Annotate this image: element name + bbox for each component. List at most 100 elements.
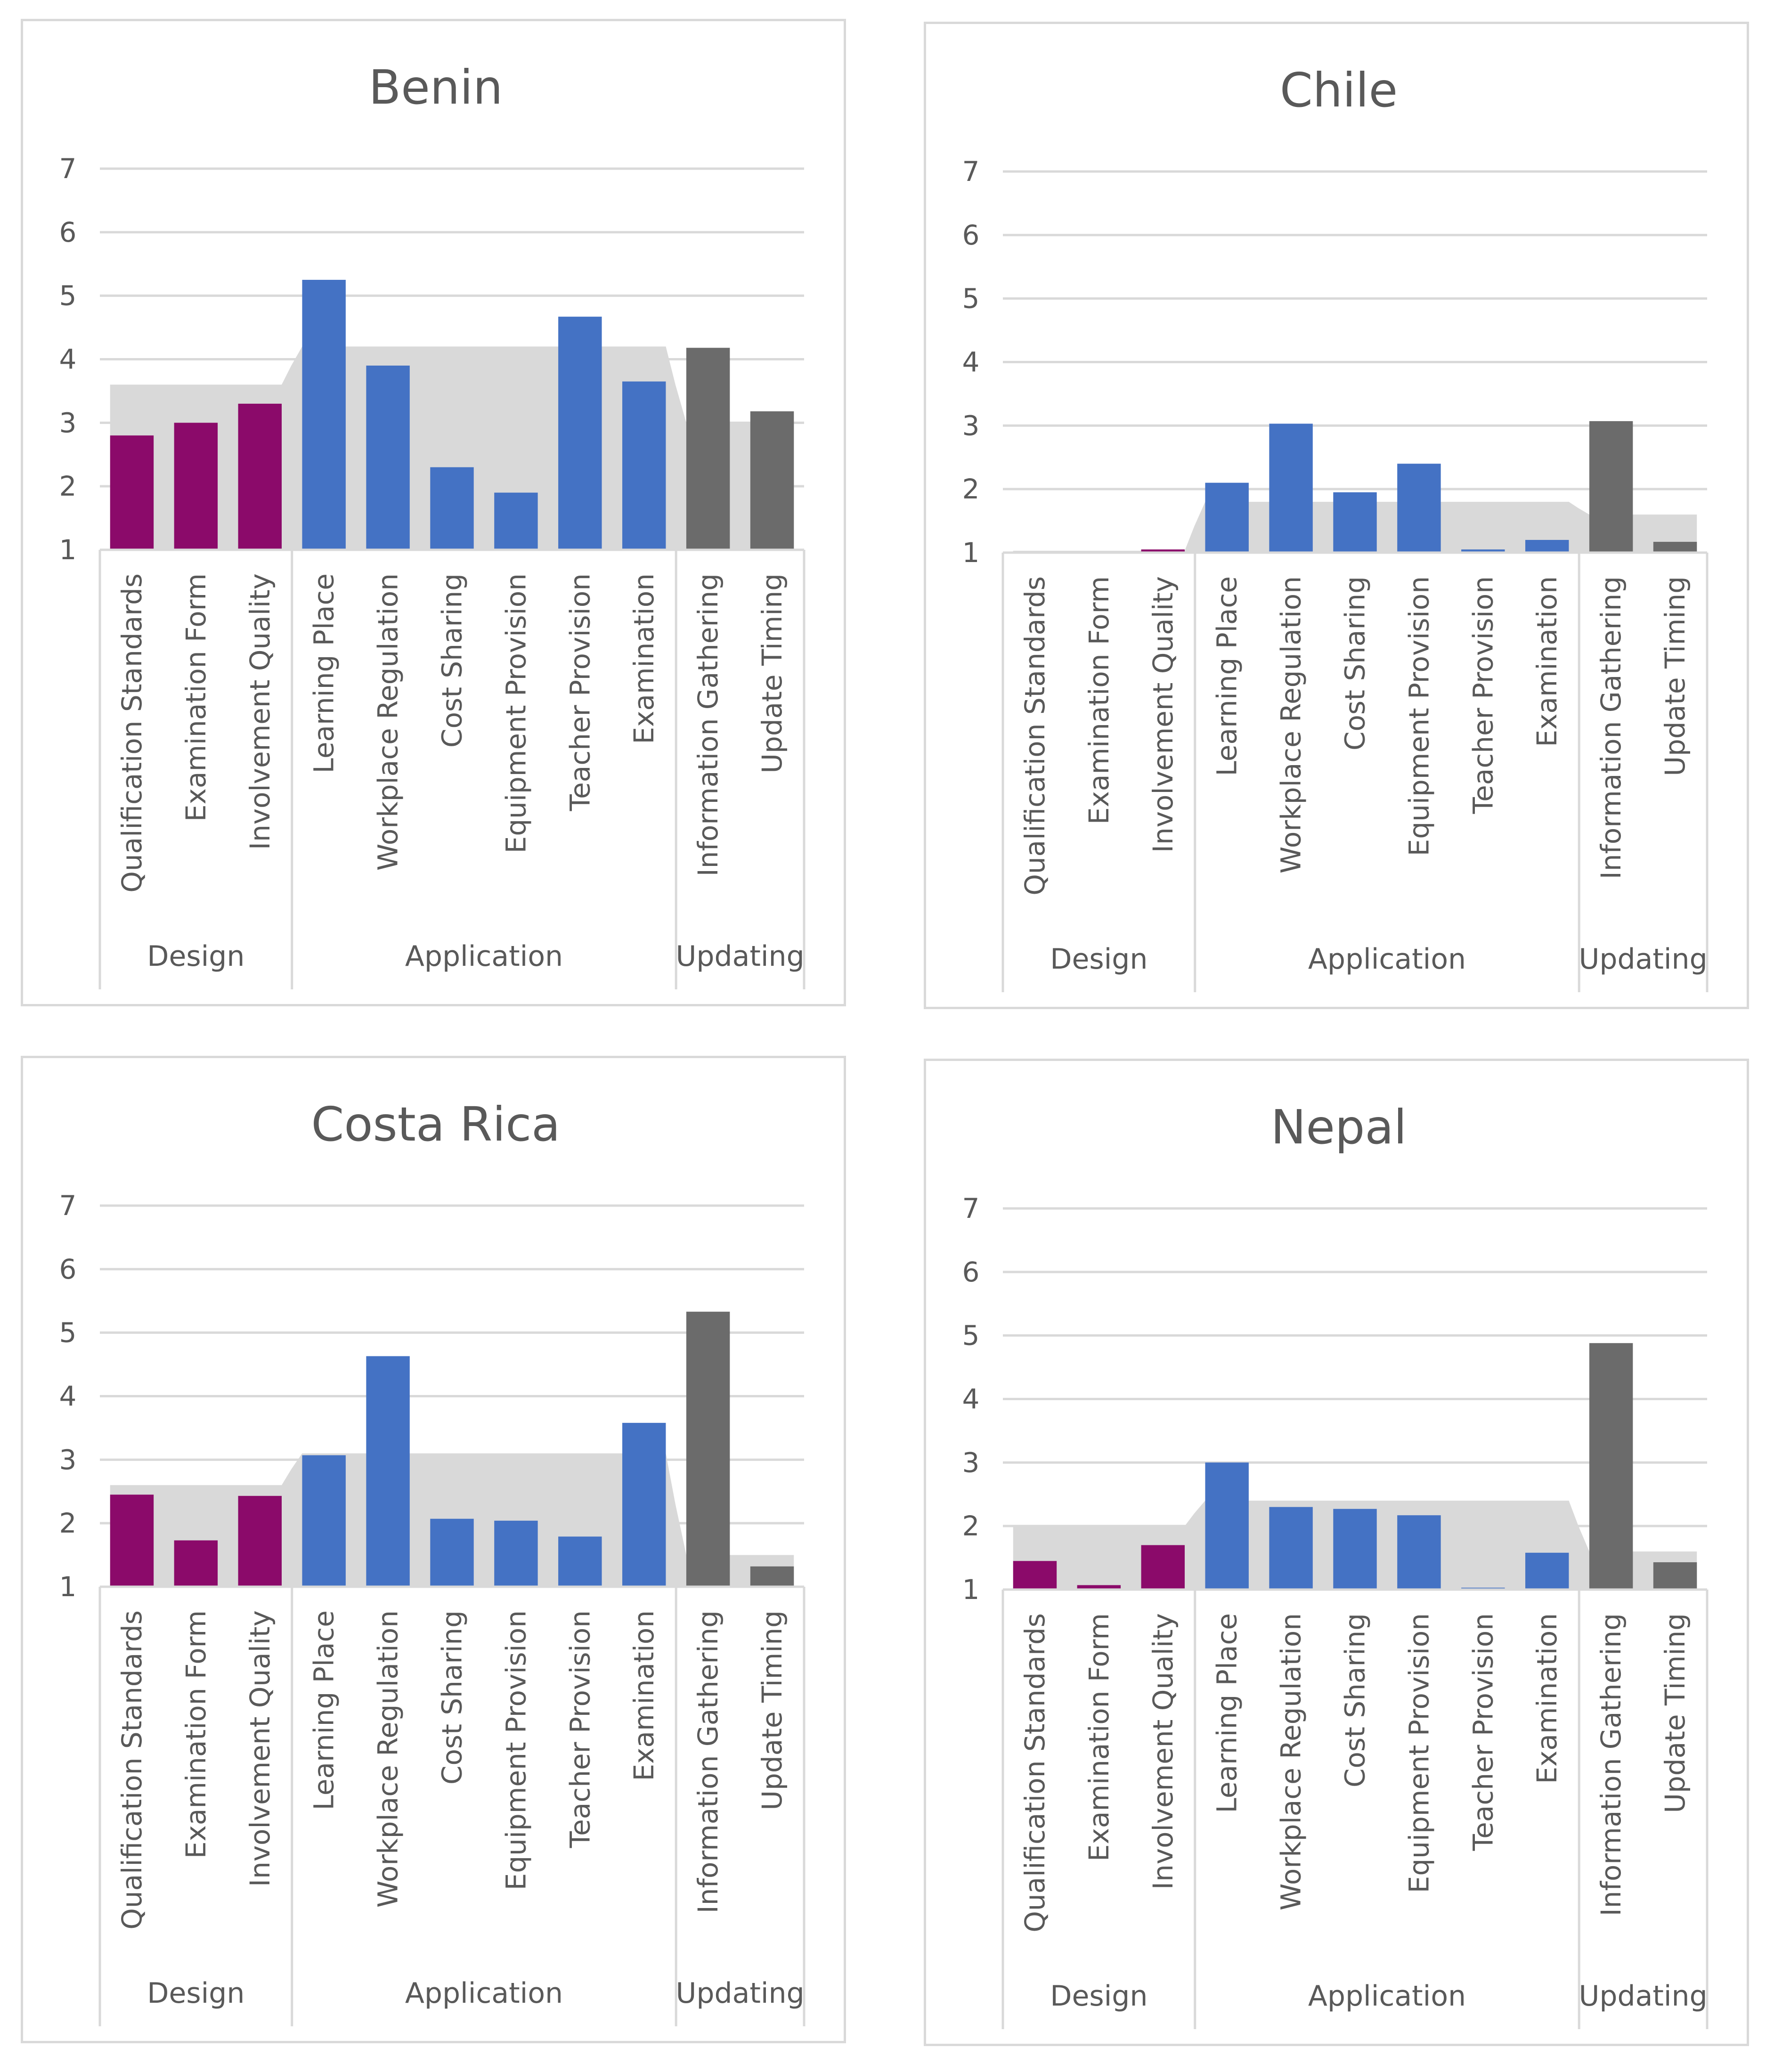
group-label-application: Application	[1308, 1980, 1466, 2013]
category-label: Equipment Provision	[500, 1610, 532, 1890]
y-tick-label: 2	[59, 470, 77, 502]
bar-qualification-standards	[110, 1494, 154, 1587]
y-tick-label: 4	[962, 1383, 980, 1415]
group-label-application: Application	[405, 1977, 563, 2010]
y-tick-label: 4	[59, 1380, 77, 1412]
category-label: Involvement Quality	[1147, 1613, 1179, 1890]
chart-title: Costa Rica	[311, 1097, 561, 1152]
category-label: Cost Sharing	[1339, 1613, 1371, 1787]
category-label: Equipment Provision	[500, 573, 532, 853]
bar-learning-place	[1205, 482, 1249, 553]
category-label: Information Gathering	[1595, 576, 1627, 879]
bar-update-timing	[1653, 1562, 1697, 1590]
category-label: Teacher Provision	[564, 573, 596, 811]
category-label: Examination	[1531, 1613, 1563, 1784]
category-label: Qualification Standards	[116, 1610, 148, 1930]
bar-examination	[622, 381, 666, 550]
bar-equipment-provision	[1397, 1515, 1441, 1590]
y-tick-label: 7	[59, 153, 77, 185]
y-tick-label: 6	[962, 1256, 980, 1288]
group-label-updating: Updating	[1579, 1980, 1708, 2013]
category-label: Examination Form	[1083, 576, 1115, 824]
y-tick-label: 7	[962, 155, 980, 188]
y-tick-label: 1	[962, 537, 980, 569]
category-label: Update Timing	[1659, 1613, 1691, 1813]
group-label-updating: Updating	[676, 1977, 805, 2010]
category-label: Workplace Regulation	[1275, 576, 1307, 873]
category-label: Qualification Standards	[116, 573, 148, 893]
category-label: Teacher Provision	[564, 1610, 596, 1848]
bar-cost-sharing	[430, 1518, 474, 1587]
bar-examination-form	[174, 423, 218, 550]
y-tick-label: 6	[59, 216, 77, 248]
group-label-design: Design	[1050, 1980, 1147, 2013]
y-tick-label: 3	[962, 1446, 980, 1478]
y-tick-label: 7	[962, 1192, 980, 1224]
group-label-design: Design	[1050, 943, 1147, 976]
y-tick-label: 5	[962, 283, 980, 315]
category-label: Qualification Standards	[1019, 576, 1051, 896]
category-label: Examination Form	[1083, 1613, 1115, 1861]
bar-qualification-standards	[110, 435, 154, 550]
bar-teacher-provision	[558, 1536, 602, 1587]
category-label: Involvement Quality	[1147, 576, 1179, 853]
bar-teacher-provision	[558, 317, 602, 550]
category-label: Involvement Quality	[244, 1610, 276, 1887]
bar-involvement-quality	[1141, 1545, 1185, 1590]
y-tick-label: 3	[962, 409, 980, 441]
chart-svg-costa-rica: Costa Rica 1 2 3 4 5 6 7 Qualification Standards…	[59, 1097, 806, 2026]
bar-learning-place	[1205, 1462, 1249, 1590]
chart-svg-chile: Chile 1 2 3 4 5 6 7 Qualification Standards Exami…	[962, 63, 1709, 992]
category-label: Learning Place	[1211, 1613, 1243, 1813]
bar-cost-sharing	[1333, 492, 1377, 553]
chart-panel-nepal: Nepal 1 2 3 4 5 6 7 Qualification Standards Exami…	[924, 1059, 1749, 2046]
bar-equipment-provision	[494, 492, 538, 550]
chart-panel-costa-rica: Costa Rica 1 2 3 4 5 6 7 Qualification Standards…	[21, 1056, 846, 2043]
bar-cost-sharing	[430, 467, 474, 550]
bar-information-gathering	[1589, 421, 1633, 553]
category-label: Teacher Provision	[1467, 576, 1499, 814]
category-label: Information Gathering	[692, 573, 724, 876]
y-tick-label: 1	[59, 534, 77, 566]
bar-examination	[622, 1423, 666, 1587]
category-label: Update Timing	[1659, 576, 1691, 776]
chart-title: Chile	[1280, 63, 1398, 118]
y-tick-label: 3	[59, 407, 77, 439]
category-label: Cost Sharing	[436, 1610, 468, 1785]
chart-svg-nepal: Nepal 1 2 3 4 5 6 7 Qualification Standards Exami…	[962, 1100, 1709, 2029]
y-tick-label: 5	[59, 280, 77, 312]
bar-equipment-provision	[494, 1520, 538, 1587]
bar-learning-place	[302, 1455, 346, 1587]
bar-update-timing	[750, 411, 794, 550]
bar-cost-sharing	[1333, 1509, 1377, 1590]
bar-learning-place	[302, 279, 346, 550]
y-tick-label: 4	[962, 346, 980, 378]
bar-workplace-regulation	[1269, 1507, 1313, 1590]
category-label: Examination	[1531, 576, 1563, 747]
chart-panel-benin: Benin 1 2 3 4 5 6 7 Qualification Standards Exami…	[21, 19, 846, 1006]
bar-update-timing	[750, 1566, 794, 1587]
bar-qualification-standards	[1013, 1561, 1057, 1590]
category-label: Information Gathering	[1595, 1613, 1627, 1916]
chart-svg-benin: Benin 1 2 3 4 5 6 7 Qualification Standards Exami…	[59, 60, 806, 989]
category-label: Equipment Provision	[1403, 1613, 1435, 1893]
category-label: Examination Form	[180, 573, 212, 822]
category-label: Examination	[628, 573, 660, 744]
bar-update-timing	[1653, 542, 1697, 553]
category-label: Workplace Regulation	[372, 1610, 404, 1908]
bar-examination-form	[174, 1540, 218, 1587]
bar-involvement-quality	[238, 1496, 282, 1587]
y-tick-label: 1	[59, 1571, 77, 1603]
bar-equipment-provision	[1397, 464, 1441, 553]
group-label-application: Application	[405, 940, 563, 973]
chart-title: Nepal	[1271, 1100, 1407, 1155]
category-label: Update Timing	[756, 573, 788, 773]
y-tick-label: 6	[962, 219, 980, 251]
bar-examination	[1525, 540, 1569, 553]
chart-panel-chile: Chile 1 2 3 4 5 6 7 Qualification Standards Exami…	[924, 22, 1749, 1009]
category-label: Workplace Regulation	[1275, 1613, 1307, 1910]
y-tick-label: 7	[59, 1190, 77, 1222]
chart-title: Benin	[369, 60, 503, 115]
group-label-design: Design	[147, 940, 244, 973]
bar-information-gathering	[686, 1312, 730, 1587]
